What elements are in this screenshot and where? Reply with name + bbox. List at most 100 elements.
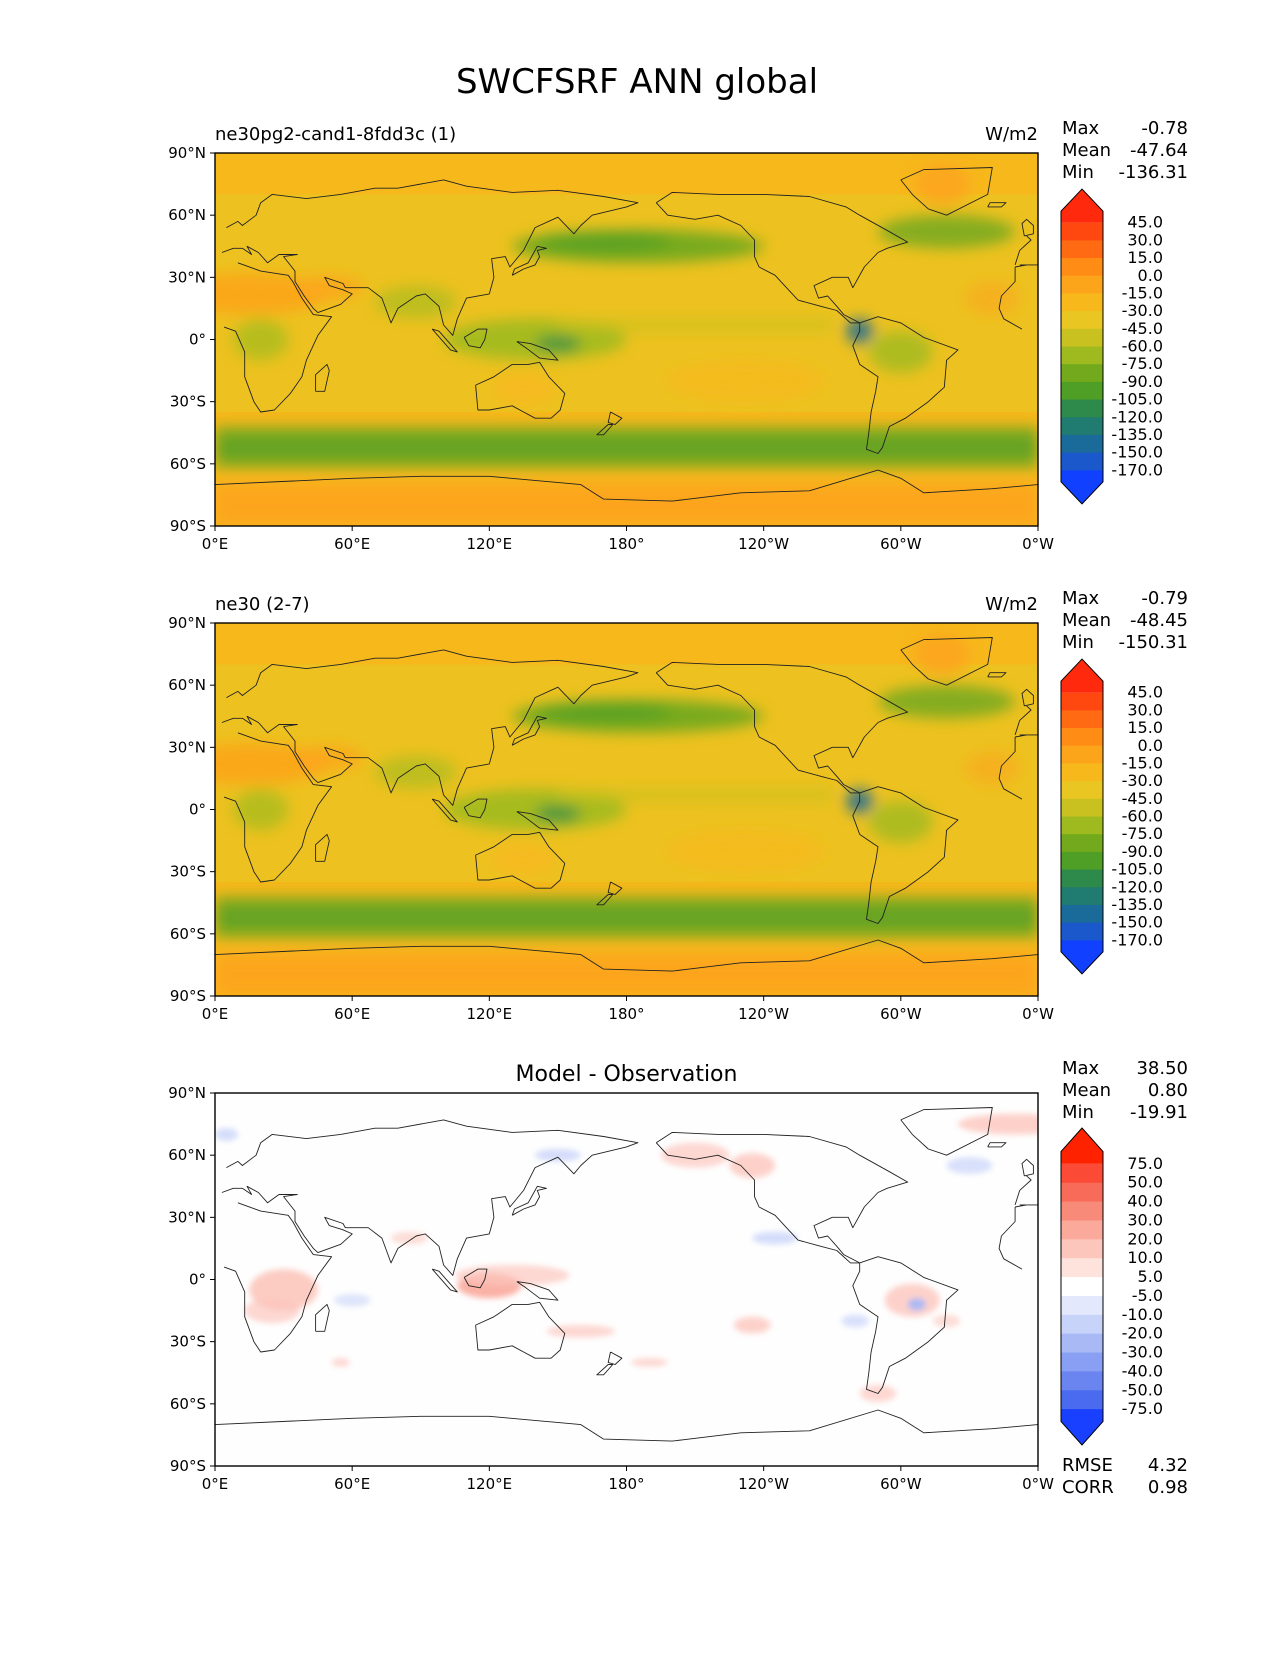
- lon-tick-label: 180°: [608, 535, 644, 553]
- colorbar-label: 15.0: [1127, 718, 1163, 737]
- stat-value: 38.50: [1136, 1058, 1188, 1079]
- map-field: [215, 623, 1038, 996]
- colorbar-swatch: [1061, 851, 1103, 871]
- map-panel-3: 90°N 60°N 30°N 0° 30°S 60°S 90°S0°E 60°E 120°E 18…: [168, 1058, 1188, 1498]
- lat-tick-label: 30°S: [170, 393, 206, 411]
- field-region: [665, 830, 826, 872]
- lat-tick-label: 60°S: [170, 1395, 206, 1413]
- field-region: [535, 701, 673, 723]
- colorbar-label: -105.0: [1111, 390, 1163, 409]
- stat-value: -48.45: [1130, 610, 1188, 631]
- field-region: [375, 285, 458, 319]
- colorbar-label: -170.0: [1111, 460, 1163, 479]
- stat-label: Max: [1062, 1058, 1100, 1079]
- colorbar-outline: [1060, 188, 1104, 505]
- field-region: [331, 1358, 350, 1367]
- colorbar-label: 0.0: [1138, 736, 1163, 755]
- lat-tick-label: 90°N: [168, 1084, 206, 1102]
- field-region: [733, 1316, 771, 1334]
- stat-label: Min: [1062, 162, 1094, 183]
- colorbar-swatch: [1061, 1314, 1103, 1335]
- field-region: [546, 1325, 616, 1338]
- map-panel-2: 90°N 60°N 30°N 0° 30°S 60°S 90°S0°E 60°E 120°E 18…: [168, 588, 1188, 1023]
- lon-tick-label: 60°E: [334, 535, 370, 553]
- colorbar-swatch: [1061, 869, 1103, 888]
- colorbar-label: -150.0: [1111, 443, 1163, 462]
- field-region: [455, 1264, 570, 1286]
- field-region: [877, 685, 1016, 719]
- colorbar-label: 30.0: [1127, 700, 1163, 719]
- colorbar-swatch: [1061, 222, 1103, 241]
- lat-tick-label: 30°N: [168, 268, 206, 286]
- lon-tick-label: 60°W: [880, 1005, 922, 1023]
- panel-units: W/m2: [985, 594, 1038, 615]
- field-region: [868, 801, 933, 843]
- colorbar-extend-bottom: [1061, 470, 1103, 504]
- corr-value: 0.98: [1148, 1477, 1188, 1498]
- colorbar-label: -45.0: [1122, 789, 1163, 808]
- stat-label: Min: [1062, 1102, 1094, 1123]
- lon-tick-label: 120°W: [738, 535, 789, 553]
- stat-value: -150.31: [1119, 632, 1188, 653]
- lat-tick-label: 60°N: [168, 1146, 206, 1164]
- colorbar-label: -30.0: [1122, 771, 1163, 790]
- colorbar-extend-top: [1061, 1128, 1103, 1164]
- colorbar-swatch: [1061, 816, 1103, 835]
- colorbar-swatch: [1061, 381, 1103, 401]
- field-contours: [215, 1113, 1038, 1402]
- colorbar-label: -75.0: [1122, 354, 1163, 373]
- lat-tick-label: 90°S: [170, 1457, 206, 1475]
- stat-label: Mean: [1062, 140, 1111, 161]
- colorbar-label: -60.0: [1122, 807, 1163, 826]
- colorbar-swatch: [1061, 1182, 1103, 1203]
- field-region: [535, 1148, 581, 1162]
- lat-tick-label: 30°S: [170, 1333, 206, 1351]
- corr-label: CORR: [1062, 1477, 1114, 1498]
- lon-tick-label: 120°E: [467, 1005, 513, 1023]
- colorbar-label: -75.0: [1122, 824, 1163, 843]
- field-region: [215, 906, 1038, 928]
- field-region: [868, 331, 933, 373]
- stat-value: -0.79: [1141, 588, 1188, 609]
- colorbar-label: -170.0: [1111, 930, 1163, 949]
- lon-tick-label: 0°W: [1022, 1475, 1054, 1493]
- field-region: [535, 231, 673, 253]
- lat-tick-label: 90°S: [170, 517, 206, 535]
- lat-tick-label: 30°S: [170, 863, 206, 881]
- colorbar-label: -60.0: [1122, 337, 1163, 356]
- lon-tick-label: 120°E: [467, 535, 513, 553]
- colorbar-swatch: [1061, 275, 1103, 294]
- field-region: [964, 751, 1020, 785]
- field-region: [535, 335, 581, 352]
- lon-tick-label: 60°E: [334, 1005, 370, 1023]
- rmse-value: 4.32: [1148, 1455, 1188, 1476]
- field-region: [491, 372, 556, 406]
- field-region: [964, 281, 1020, 315]
- colorbar-label: -15.0: [1122, 283, 1163, 302]
- colorbar-label: -40.0: [1122, 1361, 1163, 1380]
- field-contours: [215, 633, 1038, 996]
- panel-title: Model - Observation: [516, 1062, 738, 1087]
- stat-label: Max: [1062, 118, 1100, 139]
- field-region: [391, 1231, 428, 1245]
- colorbar-label: -75.0: [1122, 1399, 1163, 1418]
- field-region: [946, 1157, 993, 1174]
- colorbar-swatch: [1061, 763, 1103, 782]
- colorbar-label: -120.0: [1111, 407, 1163, 426]
- field-region: [914, 163, 970, 205]
- colorbar-label: 10.0: [1127, 1248, 1163, 1267]
- lon-tick-label: 180°: [608, 1005, 644, 1023]
- colorbar-swatch: [1061, 452, 1103, 471]
- figure-title: SWCFSRF ANN global: [456, 62, 818, 102]
- colorbar-swatch: [1061, 240, 1103, 259]
- field-region: [557, 318, 833, 332]
- colorbar-outline: [1060, 658, 1104, 975]
- field-region: [932, 1314, 961, 1328]
- colorbar: 75.050.040.030.020.010.05.0-5.0-10.0-20.…: [1060, 1127, 1163, 1446]
- lon-tick-label: 60°W: [880, 535, 922, 553]
- colorbar-swatch: [1061, 904, 1103, 924]
- lon-tick-label: 120°E: [467, 1475, 513, 1493]
- colorbar-extend-top: [1061, 189, 1103, 223]
- field-region: [907, 1298, 926, 1311]
- colorbar-label: -45.0: [1122, 319, 1163, 338]
